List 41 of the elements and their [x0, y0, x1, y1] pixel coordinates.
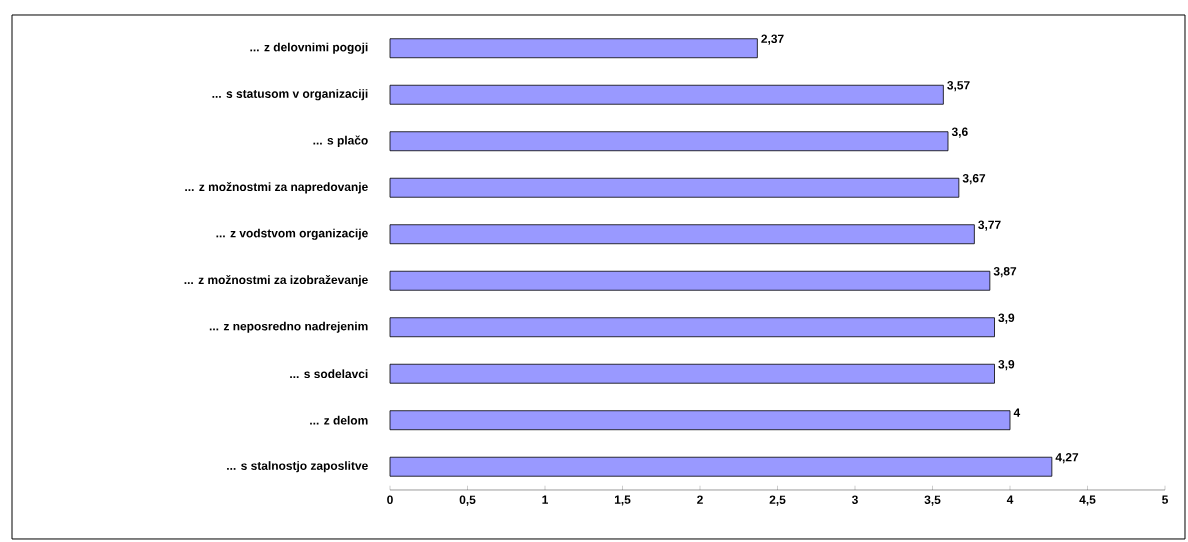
bar — [389, 363, 995, 384]
data-label: 3,67 — [962, 174, 986, 185]
x-tick-label: 4 — [1006, 495, 1014, 504]
data-label: 2,37 — [761, 34, 784, 45]
data-label: 3,9 — [998, 360, 1015, 371]
data-label: 3,6 — [951, 127, 968, 138]
x-tick-label: 2,5 — [769, 495, 786, 506]
data-label: 3,77 — [978, 220, 1001, 231]
x-tick-label: 0,5 — [459, 495, 476, 506]
x-tick-label: 0 — [387, 495, 393, 504]
y-tick-label: ... z neposredno nadrejenim — [209, 321, 368, 333]
y-tick-label: ... z vodstvom organizacije — [216, 228, 368, 240]
data-label: 4 — [1013, 408, 1021, 417]
data-label: 3,9 — [998, 313, 1015, 324]
x-tick-label: 5 — [1162, 495, 1168, 504]
bar — [389, 224, 975, 245]
y-tick-label: ... z delom — [310, 415, 368, 425]
data-label: 3,87 — [993, 267, 1017, 278]
x-tick-label: 2 — [697, 495, 703, 504]
x-tick-label: 1,5 — [614, 495, 631, 506]
bar — [389, 410, 1011, 431]
bar — [389, 177, 960, 198]
bar — [389, 131, 949, 152]
y-tick-label: ... s statusom v organizaciji — [212, 89, 368, 101]
y-tick-label: ... z možnostmi za izobraževanje — [184, 275, 368, 287]
x-tick-label: 3,5 — [924, 495, 941, 506]
x-tick-label: 4,5 — [1079, 495, 1096, 506]
y-tick-label: ... s plačo — [313, 135, 368, 147]
bar — [389, 270, 991, 291]
y-tick-label: ... z možnostmi za napredovanje — [185, 182, 368, 194]
y-tick-label: ... s stalnostjo zaposlitve — [227, 461, 368, 473]
bar — [389, 456, 1053, 477]
bar — [389, 84, 944, 105]
data-label: 4,27 — [1055, 453, 1079, 464]
data-label: 3,57 — [947, 81, 970, 92]
x-tick-label: 1 — [542, 495, 548, 504]
y-tick-label: ... s sodelavci — [290, 369, 368, 379]
y-tick-label: ... z delovnimi pogoji — [250, 42, 368, 54]
bar — [389, 38, 758, 59]
x-tick-label: 3 — [851, 495, 858, 504]
bar — [389, 317, 995, 338]
